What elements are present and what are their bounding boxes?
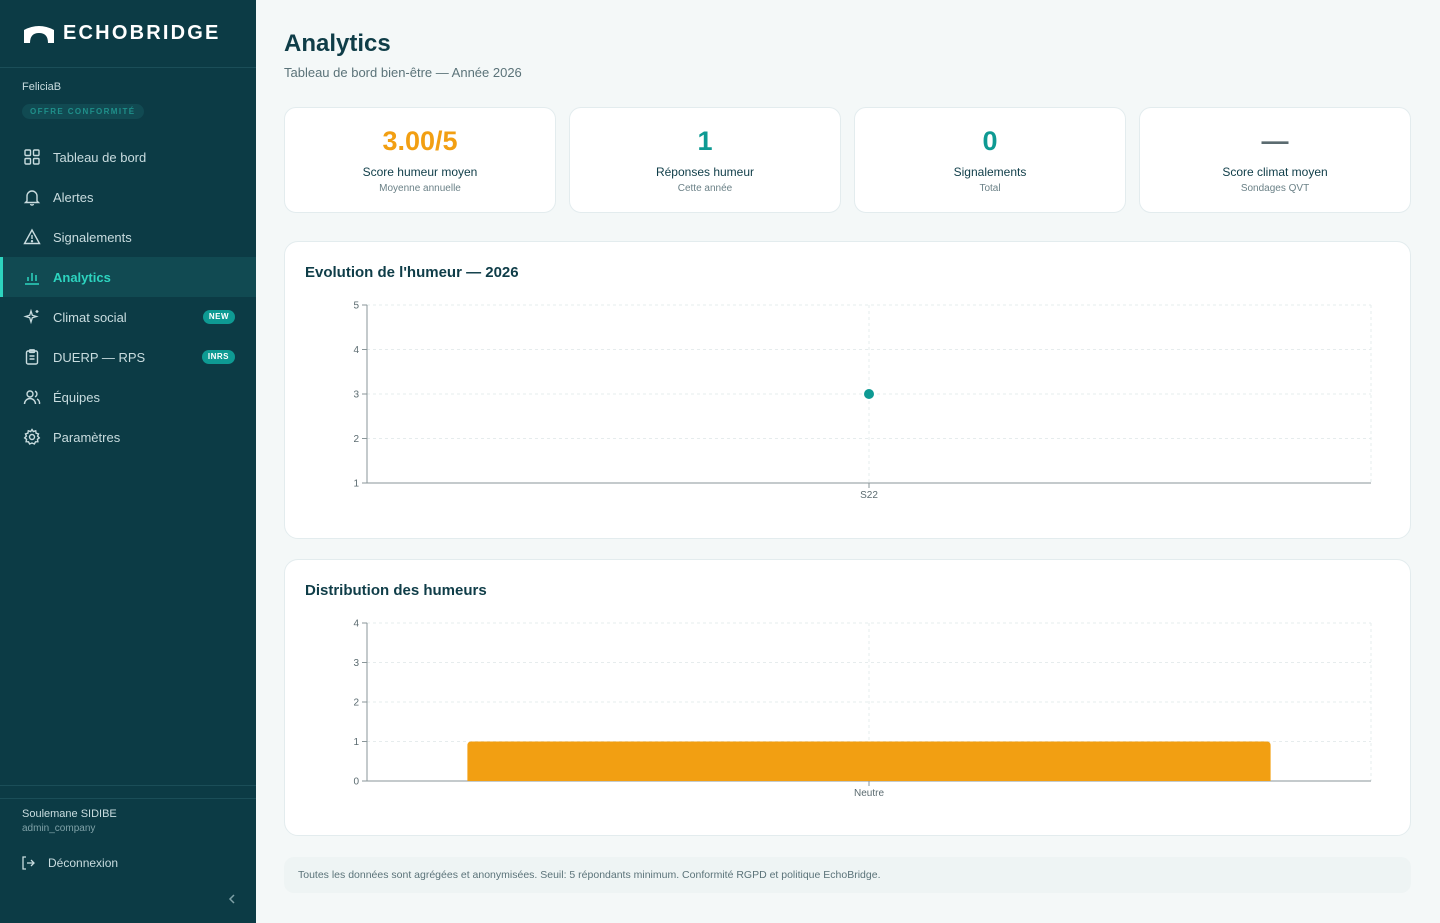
page-title: Analytics — [284, 30, 391, 57]
chart-title: Distribution des humeurs — [305, 582, 487, 599]
mood-distribution-chart: 0 1 2 3 4 Neutre — [353, 619, 1372, 799]
sidebar-item-tableau-de-bord[interactable]: Tableau de bord — [0, 137, 256, 177]
kpi-label: Réponses humeur — [655, 165, 755, 179]
bar — [467, 741, 1271, 781]
sidebar-nav: Tableau de bord Alertes Signalements Ana… — [0, 137, 256, 457]
data-point — [864, 389, 874, 399]
y-tick-label: 3 — [353, 390, 359, 401]
kpi-sublabel: Cette année — [677, 183, 733, 194]
sidebar-item-label: DUERP — RPS — [53, 349, 146, 365]
logout-label: Déconnexion — [48, 856, 119, 870]
gear-icon — [23, 428, 41, 446]
logout-button[interactable]: Déconnexion — [20, 855, 118, 871]
sidebar-item-parametres[interactable]: Paramètres — [0, 417, 256, 457]
page-subtitle: Tableau de bord bien-être — Année 2026 — [284, 65, 522, 80]
y-tick-label: 1 — [353, 737, 359, 748]
new-badge: NEW — [202, 310, 235, 324]
y-tick-label: 1 — [353, 479, 359, 490]
sidebar-item-label: Tableau de bord — [53, 149, 147, 165]
account-role: admin_company — [22, 823, 96, 834]
sidebar-item-signalements[interactable]: Signalements — [0, 217, 256, 257]
divider — [0, 785, 256, 786]
divider — [0, 798, 256, 799]
app-logo[interactable]: ECHOBRIDGE — [23, 22, 221, 45]
kpi-sublabel: Sondages QVT — [1240, 183, 1310, 194]
sidebar: ECHOBRIDGE FeliciaB OFFRE CONFORMITÉ Tab… — [0, 0, 256, 923]
y-tick-label: 3 — [353, 658, 359, 669]
account-name: Soulemane SIDIBE — [22, 808, 117, 820]
mood-evolution-card: Evolution de l'humeur — 2026 1 2 3 4 5 S22 — [284, 241, 1411, 539]
x-tick-label: Neutre — [854, 788, 884, 799]
sidebar-item-label: Alertes — [53, 189, 94, 205]
bridge-logo-icon — [24, 25, 54, 43]
warning-icon — [23, 228, 41, 246]
kpi-sublabel: Total — [979, 183, 1001, 194]
kpi-value: 3.00/5 — [382, 126, 458, 156]
kpi-label: Score climat moyen — [1222, 165, 1328, 179]
logout-icon — [22, 856, 35, 870]
divider — [0, 67, 256, 68]
kpi-label: Signalements — [953, 165, 1027, 179]
y-tick-label: 5 — [353, 301, 359, 312]
mood-evolution-chart: 1 2 3 4 5 S22 — [353, 301, 1372, 501]
kpi-value: 0 — [982, 126, 998, 156]
sidebar-item-analytics[interactable]: Analytics — [0, 257, 256, 297]
username: FeliciaB — [22, 81, 62, 93]
sidebar-item-label: Analytics — [53, 269, 111, 285]
kpi-sublabel: Moyenne annuelle — [379, 183, 461, 194]
bar-chart-icon — [23, 268, 41, 286]
plan-badge: OFFRE CONFORMITÉ — [22, 104, 144, 119]
sidebar-item-label: Signalements — [53, 229, 132, 245]
mood-distribution-card: Distribution des humeurs 0 1 2 3 4 Neutre — [284, 559, 1411, 836]
kpi-card-score-humeur: 3.00/5 Score humeur moyen Moyenne annuel… — [284, 107, 556, 213]
sidebar-item-label: Paramètres — [53, 429, 121, 445]
sidebar-item-label: Équipes — [53, 389, 100, 405]
y-tick-label: 2 — [353, 698, 359, 709]
app-name: ECHOBRIDGE — [63, 22, 221, 44]
kpi-card-signalements: 0 Signalements Total — [854, 107, 1126, 213]
kpi-card-score-climat: — Score climat moyen Sondages QVT — [1139, 107, 1411, 213]
privacy-note: Toutes les données sont agrégées et anon… — [284, 857, 1411, 893]
users-icon — [23, 388, 41, 406]
chart-title: Evolution de l'humeur — 2026 — [305, 264, 519, 281]
clipboard-icon — [23, 348, 41, 366]
sidebar-item-climat-social[interactable]: Climat social NEW — [0, 297, 256, 337]
sidebar-item-duerp-rps[interactable]: DUERP — RPS INRS — [0, 337, 256, 377]
kpi-card-reponses-humeur: 1 Réponses humeur Cette année — [569, 107, 841, 213]
kpi-label: Score humeur moyen — [362, 165, 478, 179]
y-tick-label: 0 — [353, 777, 359, 788]
y-tick-label: 4 — [353, 345, 359, 356]
chevron-left-icon[interactable] — [224, 891, 240, 907]
y-tick-label: 2 — [353, 434, 359, 445]
kpi-value: 1 — [697, 126, 713, 156]
kpi-value: — — [1261, 126, 1289, 156]
bell-icon — [23, 188, 41, 206]
sparkle-icon — [23, 308, 41, 326]
sidebar-item-alertes[interactable]: Alertes — [0, 177, 256, 217]
y-tick-label: 4 — [353, 619, 359, 630]
sidebar-item-label: Climat social — [53, 309, 127, 325]
grid-icon — [23, 148, 41, 166]
sidebar-item-equipes[interactable]: Équipes — [0, 377, 256, 417]
x-tick-label: S22 — [860, 490, 878, 501]
inrs-badge: INRS — [201, 350, 235, 364]
